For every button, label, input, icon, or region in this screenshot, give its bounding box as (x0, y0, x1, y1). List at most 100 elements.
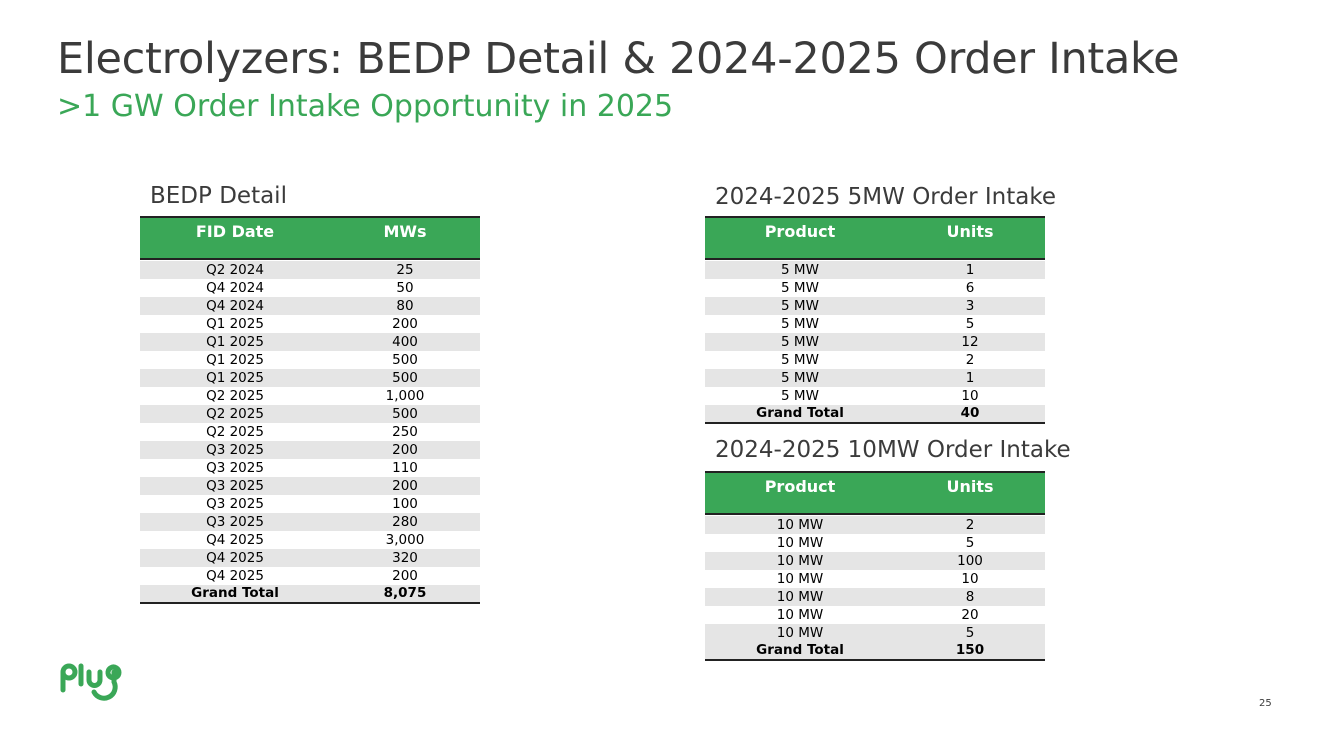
table-body: 10 MW 2 10 MW 5 10 MW 100 10 MW 10 10 MW 8 10 MW 20… (705, 516, 1045, 642)
table-row: 5 MW 10 (705, 387, 1045, 405)
row-label-cell: Q4 2025 (206, 550, 264, 566)
table-header: Product Units (705, 471, 1045, 515)
row-value-cell: 100 (957, 553, 983, 569)
row-value-cell: 10 (961, 571, 979, 587)
header-cell: Units (946, 477, 994, 496)
row-value-cell: 5 (965, 625, 975, 641)
row-label-cell: 10 MW (776, 607, 824, 623)
row-label-cell: 5 MW (781, 334, 819, 350)
row-value-cell: 100 (392, 496, 418, 512)
intake10-section-title: 2024-2025 10MW Order Intake (715, 437, 1071, 463)
table-row: 10 MW 10 (705, 570, 1045, 588)
row-label-cell: Q1 2025 (206, 316, 264, 332)
table-row: Q3 2025 200 (140, 441, 480, 459)
row-value-cell: 200 (392, 478, 418, 494)
row-value-cell: 1 (965, 370, 975, 386)
row-value-cell: 1,000 (385, 388, 425, 404)
row-value-cell: 250 (392, 424, 418, 440)
table-row: 5 MW 3 (705, 297, 1045, 315)
total-label: Grand Total (756, 642, 844, 658)
row-label-cell: Q2 2025 (206, 424, 264, 440)
row-value-cell: 200 (392, 568, 418, 584)
row-label-cell: Q4 2024 (206, 298, 264, 314)
table-row: Q2 2025 250 (140, 423, 480, 441)
row-value-cell: 5 (965, 535, 975, 551)
header-cell: Units (946, 222, 994, 241)
row-label-cell: 10 MW (776, 589, 824, 605)
row-label-cell: Q2 2025 (206, 406, 264, 422)
table-row: Q1 2025 500 (140, 351, 480, 369)
table-row: 10 MW 20 (705, 606, 1045, 624)
row-value-cell: 20 (961, 607, 979, 623)
table-row: Q3 2025 200 (140, 477, 480, 495)
row-label-cell: Q4 2025 (206, 532, 264, 548)
table-row: 5 MW 2 (705, 351, 1045, 369)
row-label-cell: 10 MW (776, 625, 824, 641)
row-label-cell: 5 MW (781, 262, 819, 278)
table-body: Q2 2024 25 Q4 2024 50 Q4 2024 80 Q1 2025 200 Q1 … (140, 261, 480, 585)
table-row: 5 MW 1 (705, 369, 1045, 387)
row-value-cell: 50 (396, 280, 414, 296)
total-value: 8,075 (383, 585, 427, 601)
row-label-cell: 10 MW (776, 517, 824, 533)
bedp-section-title: BEDP Detail (150, 183, 287, 209)
row-label-cell: 5 MW (781, 352, 819, 368)
row-value-cell: 500 (392, 406, 418, 422)
total-value: 40 (960, 405, 980, 421)
row-value-cell: 25 (396, 262, 414, 278)
grand-total-row: Grand Total 40 (705, 405, 1045, 424)
row-label-cell: 5 MW (781, 370, 819, 386)
table-row: Q1 2025 500 (140, 369, 480, 387)
table-row: Q4 2024 80 (140, 297, 480, 315)
row-label-cell: Q1 2025 (206, 370, 264, 386)
intake10-table: Product Units 10 MW 2 10 MW 5 10 MW 100 10 MW 1… (705, 471, 1045, 661)
row-value-cell: 2 (965, 352, 975, 368)
page-subtitle: >1 GW Order Intake Opportunity in 2025 (57, 89, 674, 124)
row-value-cell: 80 (396, 298, 414, 314)
row-value-cell: 5 (965, 316, 975, 332)
row-value-cell: 3 (965, 298, 975, 314)
row-label-cell: 5 MW (781, 316, 819, 332)
row-label-cell: Q3 2025 (206, 478, 264, 494)
bedp-table: FID Date MWs Q2 2024 25 Q4 2024 50 Q4 2024 80… (140, 216, 480, 604)
table-row: 10 MW 5 (705, 624, 1045, 642)
table-row: 5 MW 12 (705, 333, 1045, 351)
row-value-cell: 12 (961, 334, 979, 350)
table-row: 5 MW 1 (705, 261, 1045, 279)
table-row: 10 MW 2 (705, 516, 1045, 534)
row-label-cell: Q1 2025 (206, 334, 264, 350)
table-row: Q4 2025 200 (140, 567, 480, 585)
table-row: Q3 2025 280 (140, 513, 480, 531)
row-label-cell: 10 MW (776, 535, 824, 551)
table-row: Q2 2025 1,000 (140, 387, 480, 405)
table-header: FID Date MWs (140, 216, 480, 260)
row-label-cell: Q1 2025 (206, 352, 264, 368)
table-row: Q2 2024 25 (140, 261, 480, 279)
table-row: 10 MW 5 (705, 534, 1045, 552)
row-label-cell: 10 MW (776, 571, 824, 587)
row-value-cell: 280 (392, 514, 418, 530)
row-value-cell: 500 (392, 352, 418, 368)
row-label-cell: Q4 2025 (206, 568, 264, 584)
table-row: Q4 2024 50 (140, 279, 480, 297)
table-row: Q3 2025 100 (140, 495, 480, 513)
grand-total-row: Grand Total 150 (705, 642, 1045, 661)
row-label-cell: 5 MW (781, 298, 819, 314)
table-header: Product Units (705, 216, 1045, 260)
grand-total-row: Grand Total 8,075 (140, 585, 480, 604)
header-cell: MWs (383, 222, 427, 241)
plug-logo (60, 663, 122, 701)
table-row: Q1 2025 200 (140, 315, 480, 333)
row-value-cell: 200 (392, 316, 418, 332)
row-value-cell: 8 (965, 589, 975, 605)
total-label: Grand Total (756, 405, 844, 421)
table-row: Q2 2025 500 (140, 405, 480, 423)
table-row: Q4 2025 3,000 (140, 531, 480, 549)
row-label-cell: Q3 2025 (206, 496, 264, 512)
intake5-section-title: 2024-2025 5MW Order Intake (715, 184, 1057, 210)
row-label-cell: 10 MW (776, 553, 824, 569)
row-label-cell: Q4 2024 (206, 280, 264, 296)
row-value-cell: 10 (961, 388, 979, 404)
row-value-cell: 3,000 (385, 532, 425, 548)
row-value-cell: 500 (392, 370, 418, 386)
